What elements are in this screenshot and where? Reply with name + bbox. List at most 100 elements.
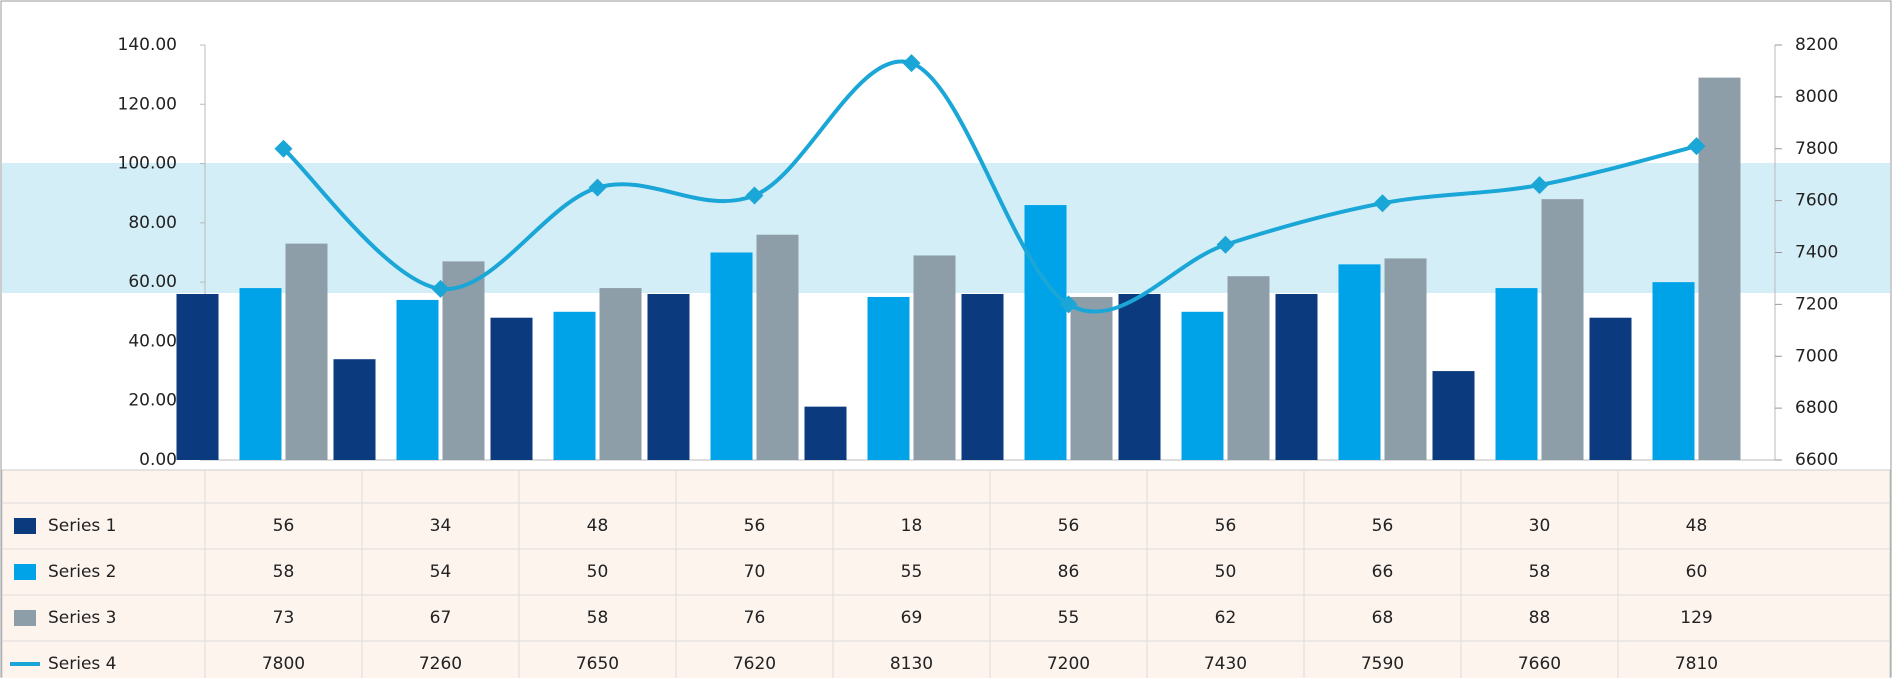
- y-tick-label: 60.00: [128, 272, 177, 292]
- table-value: 18: [901, 516, 923, 536]
- line-marker: [1059, 295, 1078, 314]
- bar: [1698, 77, 1741, 460]
- y-tick-label: 120.00: [118, 94, 177, 114]
- bar: [396, 299, 439, 460]
- table-value: 7200: [1047, 654, 1090, 674]
- bar: [961, 294, 1004, 460]
- line-marker: [1373, 194, 1392, 213]
- table-value: 56: [273, 516, 295, 536]
- table-value: 86: [1058, 562, 1080, 582]
- bar: [710, 252, 753, 460]
- legend-label: Series 4: [48, 654, 117, 674]
- table-value: 54: [430, 562, 452, 582]
- table-value: 48: [1686, 516, 1708, 536]
- bar: [1652, 282, 1695, 460]
- table-value: 55: [901, 562, 923, 582]
- y-tick-label: 140.00: [118, 35, 177, 55]
- table-value: 50: [587, 562, 609, 582]
- table-value: 7800: [262, 654, 305, 674]
- bar: [1070, 296, 1113, 460]
- table-value: 76: [744, 608, 766, 628]
- table-value: 7430: [1204, 654, 1247, 674]
- table-value: 129: [1680, 608, 1712, 628]
- y-tick-label: 80.00: [128, 213, 177, 233]
- bar: [647, 294, 690, 460]
- line-marker: [745, 186, 764, 205]
- bar: [176, 294, 219, 460]
- bar: [553, 311, 596, 460]
- line-marker: [1687, 137, 1706, 156]
- table-value: 73: [273, 608, 295, 628]
- bar: [1181, 311, 1224, 460]
- bar: [490, 317, 533, 460]
- table-value: 68: [1372, 608, 1394, 628]
- bar: [756, 234, 799, 460]
- table-value: 7260: [419, 654, 462, 674]
- table-value: 56: [744, 516, 766, 536]
- bar: [442, 261, 485, 460]
- bar: [1227, 276, 1270, 460]
- bar: [1541, 199, 1584, 460]
- table-value: 56: [1215, 516, 1237, 536]
- y2-tick-label: 7400: [1795, 243, 1838, 263]
- legend-label: Series 3: [48, 608, 117, 628]
- table-value: 56: [1058, 516, 1080, 536]
- bar: [804, 406, 847, 460]
- bar: [1338, 264, 1381, 460]
- table-value: 69: [901, 608, 923, 628]
- bar: [1495, 288, 1538, 460]
- table-value: 60: [1686, 562, 1708, 582]
- data-table: [1, 469, 1891, 678]
- line-marker: [1216, 235, 1235, 254]
- table-value: 7650: [576, 654, 619, 674]
- bar: [1384, 258, 1427, 460]
- bar: [333, 359, 376, 460]
- bar: [285, 243, 328, 460]
- table-value: 7810: [1675, 654, 1718, 674]
- bar: [913, 255, 956, 460]
- table-value: 58: [273, 562, 295, 582]
- y-tick-label: 0.00: [139, 450, 177, 470]
- y2-tick-label: 7600: [1795, 191, 1838, 211]
- line: [282, 59, 1697, 314]
- table-value: 88: [1529, 608, 1551, 628]
- line-marker: [1530, 176, 1549, 195]
- bar: [599, 288, 642, 460]
- table-value: 66: [1372, 562, 1394, 582]
- bar: [1589, 317, 1632, 460]
- y2-tick-label: 7200: [1795, 294, 1838, 314]
- y2-tick-label: 8200: [1795, 35, 1838, 55]
- bar: [867, 296, 910, 460]
- line-marker: [902, 54, 921, 73]
- y-tick-label: 40.00: [128, 331, 177, 351]
- table-value: 50: [1215, 562, 1237, 582]
- table-value: 48: [587, 516, 609, 536]
- table-value: 55: [1058, 608, 1080, 628]
- y2-tick-label: 8000: [1795, 87, 1838, 107]
- legend-label: Series 1: [48, 516, 117, 536]
- table-value: 34: [430, 516, 452, 536]
- legend-swatch: [14, 564, 36, 580]
- legend-swatch: [14, 518, 36, 534]
- y-tick-label: 20.00: [128, 391, 177, 411]
- table-value: 62: [1215, 608, 1237, 628]
- table-value: 70: [744, 562, 766, 582]
- table-value: 58: [587, 608, 609, 628]
- table-value: 58: [1529, 562, 1551, 582]
- bar: [1275, 294, 1318, 460]
- table-value: 7620: [733, 654, 776, 674]
- y2-tick-label: 7800: [1795, 139, 1838, 159]
- table-value: 30: [1529, 516, 1551, 536]
- bar: [239, 288, 282, 460]
- y2-tick-label: 7000: [1795, 346, 1838, 366]
- bar: [1118, 294, 1161, 460]
- table-value: 67: [430, 608, 452, 628]
- bar: [1432, 371, 1475, 460]
- legend-swatch: [14, 610, 36, 626]
- legend-label: Series 2: [48, 562, 117, 582]
- table-value: 56: [1372, 516, 1394, 536]
- table-value: 7660: [1518, 654, 1561, 674]
- line-marker: [274, 139, 293, 158]
- bar: [1024, 205, 1067, 460]
